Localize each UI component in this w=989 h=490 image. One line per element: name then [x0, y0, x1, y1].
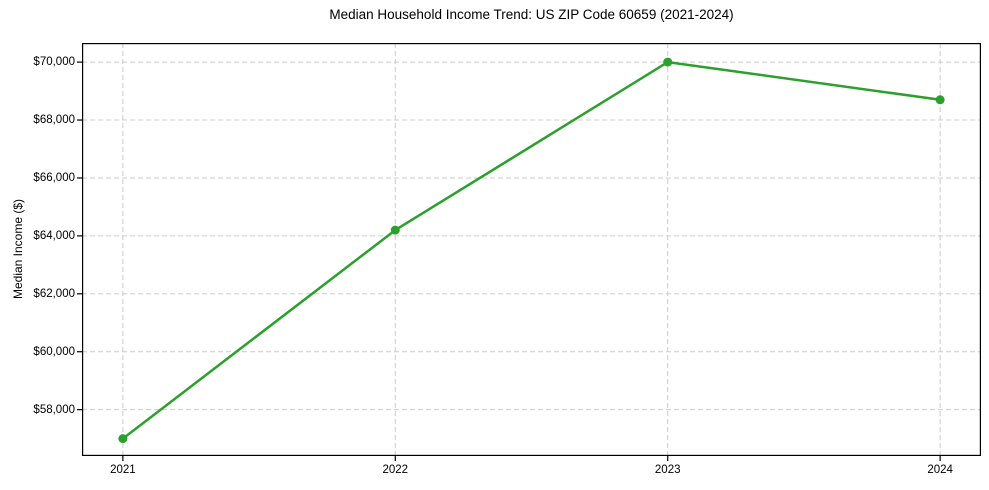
x-tick-label: 2022: [382, 464, 409, 476]
y-tick-label: $60,000: [33, 345, 75, 358]
line-chart-plot-area: [77, 43, 981, 461]
x-tick-label: 2024: [927, 464, 953, 476]
data-point-marker: [390, 225, 400, 235]
data-point-marker: [663, 57, 673, 67]
y-tick-label: $70,000: [33, 56, 75, 69]
chart-title: Median Household Income Trend: US ZIP Co…: [329, 7, 734, 22]
y-tick-label: $62,000: [33, 287, 75, 300]
data-point-marker: [935, 95, 945, 105]
y-tick-label: $68,000: [33, 114, 75, 127]
y-tick-label: $58,000: [33, 403, 75, 416]
x-tick-label: 2021: [110, 464, 136, 476]
income-trend-line: [121, 60, 942, 440]
data-point-marker: [118, 434, 128, 444]
x-tick-label: 2023: [654, 464, 681, 476]
y-tick-label: $64,000: [33, 229, 75, 242]
y-axis-label: Median Income ($): [11, 198, 25, 300]
y-tick-label: $66,000: [33, 171, 75, 184]
plot-box-spines: [82, 43, 981, 456]
